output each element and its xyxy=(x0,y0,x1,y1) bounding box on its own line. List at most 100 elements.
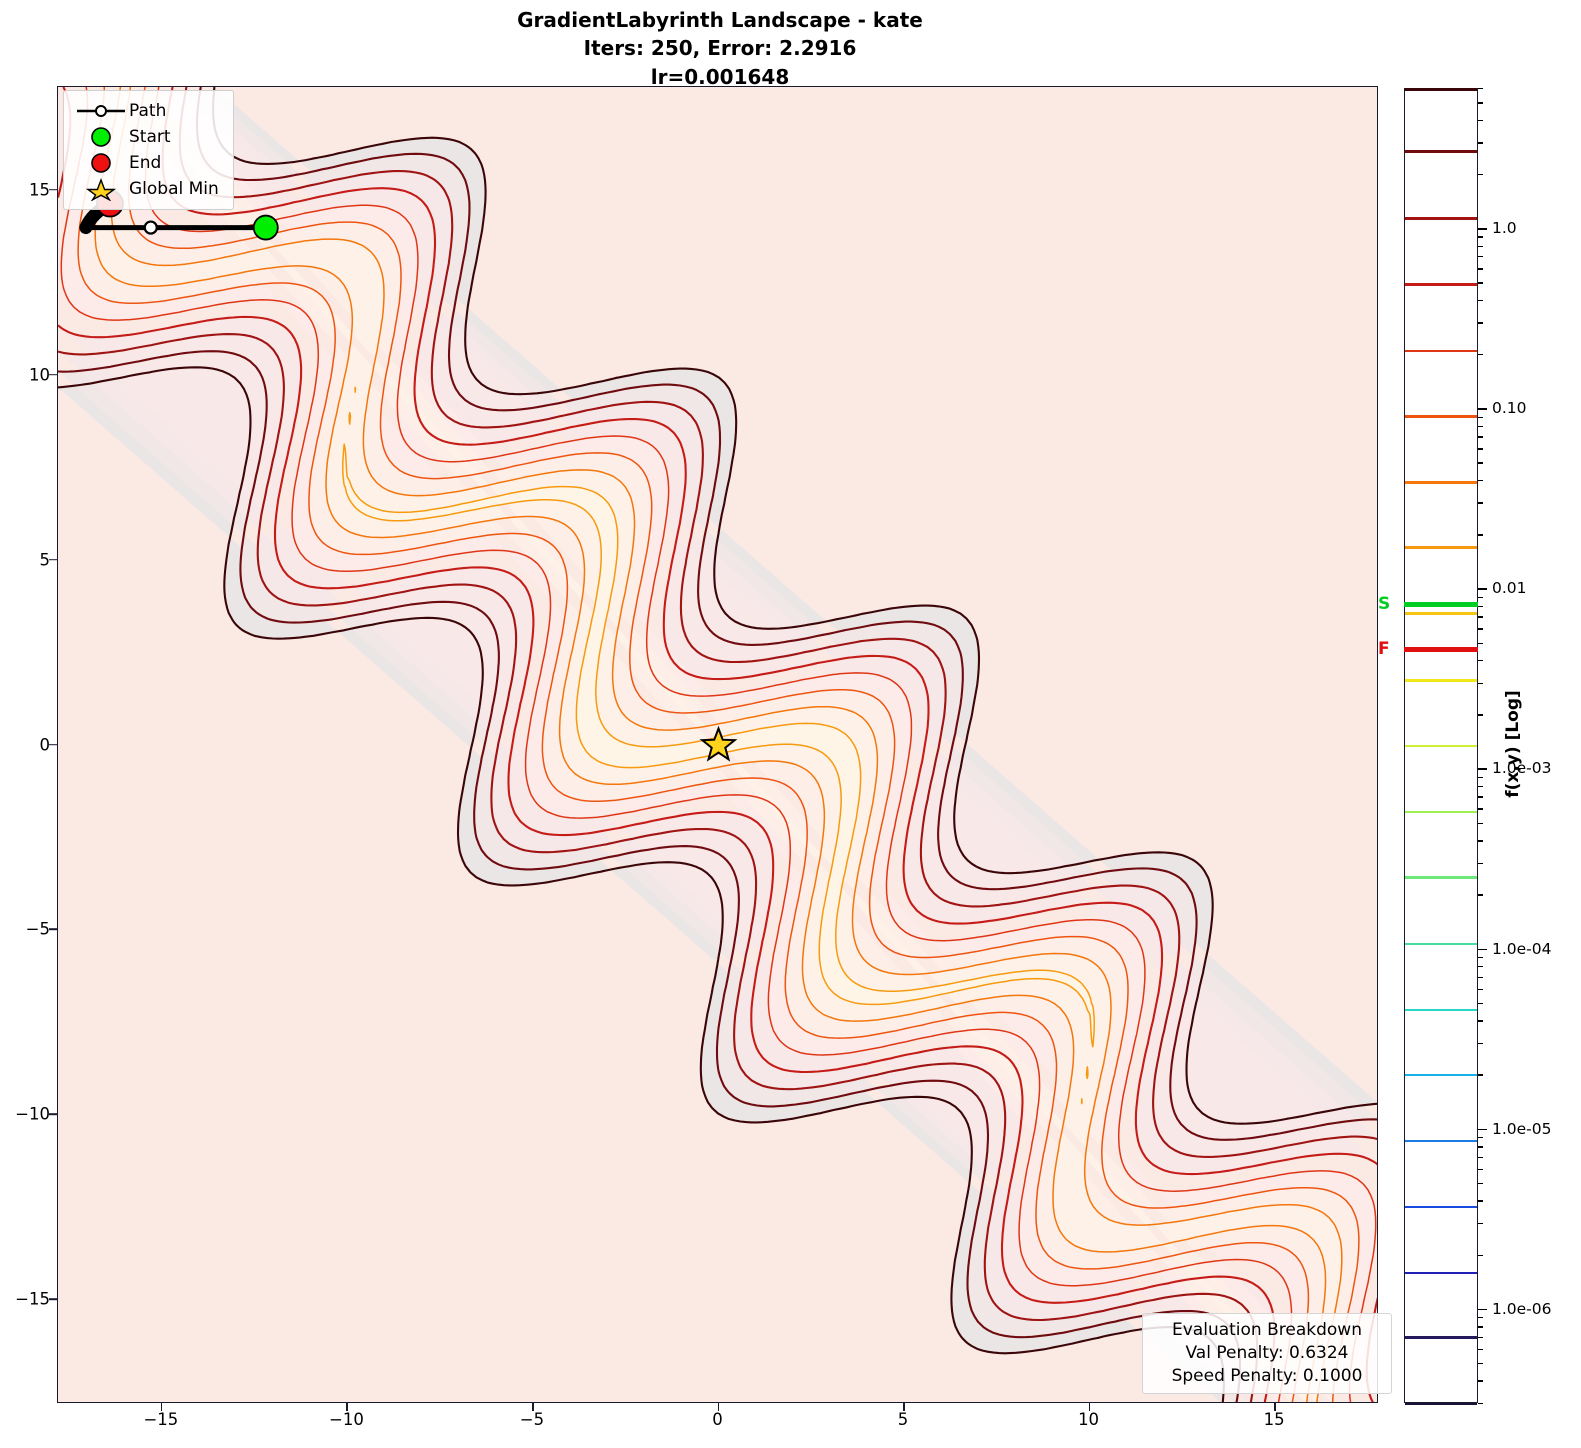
colorbar-tick-mark xyxy=(1478,1128,1487,1131)
colorbar-minor-tick xyxy=(1478,1182,1483,1185)
colorbar-minor-tick xyxy=(1478,173,1483,176)
x-tick-mark xyxy=(346,1403,349,1411)
colorbar-minor-tick xyxy=(1478,1200,1483,1202)
eval-speed-penalty: Speed Penalty: 0.1000 xyxy=(1171,1365,1363,1386)
colorbar-minor-tick xyxy=(1478,1168,1483,1171)
colorbar-minor-tick xyxy=(1478,1136,1483,1139)
y-tick-mark xyxy=(49,558,57,561)
colorbar-minor-tick xyxy=(1478,1042,1483,1045)
evaluation-breakdown-box: Evaluation Breakdown Val Penalty: 0.6324… xyxy=(1142,1313,1392,1395)
green-dot-icon xyxy=(73,126,129,148)
colorbar-level-line xyxy=(1405,349,1477,353)
x-tick-label: −5 xyxy=(519,1410,545,1429)
red-dot-icon xyxy=(73,152,129,174)
path-waypoint-marker xyxy=(143,220,158,235)
start-marker[interactable] xyxy=(252,214,279,241)
contour-line xyxy=(60,87,1377,1402)
colorbar-minor-tick xyxy=(1478,596,1483,598)
y-tick-label: 0 xyxy=(39,735,51,754)
colorbar-minor-tick xyxy=(1478,1146,1483,1148)
colorbar-minor-tick xyxy=(1478,299,1483,302)
legend-item-path[interactable]: Path xyxy=(73,98,219,124)
colorbar-level-line xyxy=(1405,216,1477,220)
colorbar-minor-tick xyxy=(1478,714,1483,716)
colorbar-tick-label: 1.0 xyxy=(1492,219,1517,238)
colorbar-minor-tick xyxy=(1478,322,1483,324)
legend-item-start[interactable]: Start xyxy=(73,124,219,150)
colorbar-minor-tick xyxy=(1478,966,1483,968)
colorbar-minor-tick xyxy=(1478,256,1483,258)
colorbar-minor-tick xyxy=(1478,605,1483,608)
colorbar-tick-label: 1.0e-05 xyxy=(1492,1119,1552,1138)
colorbar-minor-tick xyxy=(1478,660,1483,662)
colorbar-minor-tick xyxy=(1478,502,1483,504)
contour-line xyxy=(58,87,1377,1402)
colorbar-minor-tick xyxy=(1478,1222,1483,1225)
x-tick-label: −10 xyxy=(329,1410,364,1429)
x-tick-mark xyxy=(160,1403,163,1411)
colorbar-level-line xyxy=(1405,1402,1477,1405)
y-tick-label: −15 xyxy=(15,1289,50,1309)
colorbar-minor-tick xyxy=(1478,268,1483,270)
colorbar-minor-tick xyxy=(1478,1074,1483,1076)
colorbar-minor-tick xyxy=(1478,1156,1483,1158)
colorbar-level-line xyxy=(1405,1140,1477,1143)
colorbar-tick-label: 1.0e-03 xyxy=(1492,759,1552,778)
y-tick-mark xyxy=(49,743,57,746)
colorbar-minor-tick xyxy=(1478,682,1483,684)
colorbar-minor-tick xyxy=(1478,642,1483,644)
colorbar-minor-tick xyxy=(1478,354,1483,356)
colorbar-level-line xyxy=(1405,481,1477,484)
colorbar-minor-tick xyxy=(1478,245,1483,247)
colorbar-minor-tick xyxy=(1478,88,1483,90)
x-tick-label: 0 xyxy=(712,1410,723,1429)
colorbar-minor-tick xyxy=(1478,840,1483,842)
colorbar-minor-tick xyxy=(1478,776,1483,779)
colorbar-tick-label: 0.01 xyxy=(1492,579,1527,598)
colorbar-level-line xyxy=(1405,283,1477,286)
x-tick-label: 15 xyxy=(1263,1410,1285,1429)
gold-star-icon xyxy=(73,177,129,201)
colorbar-minor-tick xyxy=(1478,808,1483,810)
colorbar-level-line xyxy=(1405,415,1477,418)
y-tick-label: 5 xyxy=(39,550,51,570)
contour-plot-area[interactable] xyxy=(57,86,1378,1403)
y-tick-mark xyxy=(49,1298,57,1301)
y-tick-mark xyxy=(49,1113,57,1116)
colorbar-minor-tick xyxy=(1478,1002,1483,1005)
title-line-2: Iters: 250, Error: 2.2916 xyxy=(583,36,857,61)
colorbar-minor-tick xyxy=(1478,894,1483,896)
colorbar[interactable] xyxy=(1404,87,1478,1405)
y-tick-label: −10 xyxy=(15,1104,50,1124)
colorbar-tick-mark xyxy=(1478,1308,1487,1311)
colorbar-minor-tick xyxy=(1478,534,1483,536)
colorbar-minor-tick xyxy=(1478,1326,1483,1328)
y-tick-mark xyxy=(49,928,57,931)
colorbar-minor-tick xyxy=(1478,282,1483,284)
contour-line xyxy=(77,87,1360,1402)
colorbar-minor-tick xyxy=(1478,1380,1483,1382)
global-min-star-marker[interactable] xyxy=(699,725,738,762)
colorbar-tick-label: 0.10 xyxy=(1492,399,1527,418)
x-tick-mark xyxy=(531,1403,534,1411)
contour-line xyxy=(58,87,1377,1402)
colorbar-level-line xyxy=(1405,1073,1477,1077)
legend-label-start: Start xyxy=(129,127,171,147)
colorbar-minor-tick xyxy=(1478,1020,1483,1022)
legend-item-global-min[interactable]: Global Min xyxy=(73,176,219,202)
colorbar-minor-tick xyxy=(1478,1363,1483,1365)
contour-line xyxy=(58,87,1377,1402)
legend-item-end[interactable]: End xyxy=(73,150,219,176)
colorbar-marker-s: S xyxy=(1378,593,1391,614)
colorbar-minor-tick xyxy=(1478,976,1483,978)
y-tick-mark xyxy=(49,373,57,376)
colorbar-minor-tick xyxy=(1478,1403,1483,1405)
colorbar-level-line xyxy=(1405,1205,1477,1209)
y-tick-label: −5 xyxy=(25,919,50,939)
colorbar-minor-tick xyxy=(1478,785,1483,788)
colorbar-minor-tick xyxy=(1478,1348,1483,1351)
colorbar-minor-tick xyxy=(1478,1254,1483,1256)
colorbar-minor-tick xyxy=(1478,1317,1483,1319)
colorbar-minor-tick xyxy=(1478,462,1483,464)
colorbar-minor-tick xyxy=(1478,236,1483,238)
